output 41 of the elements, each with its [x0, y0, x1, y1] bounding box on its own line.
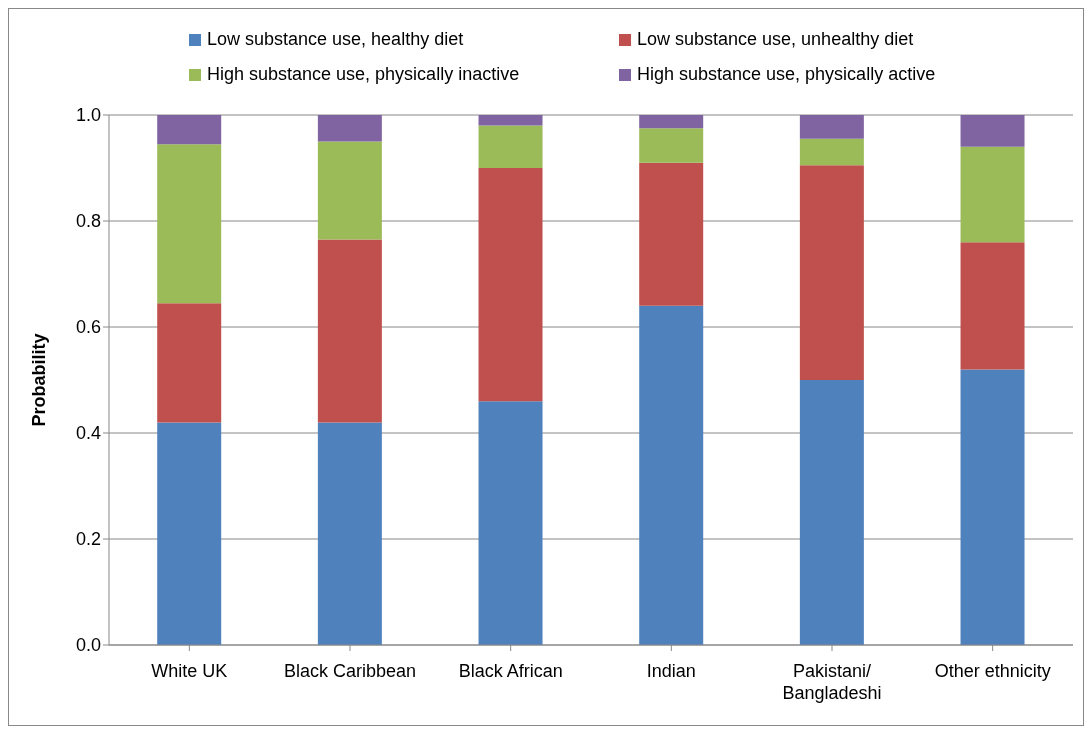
- y-tick-label: 0.0: [75, 635, 101, 656]
- bar: [960, 369, 1025, 645]
- x-tick-label: Black African: [458, 661, 563, 682]
- bar: [317, 422, 382, 645]
- bar: [639, 115, 704, 129]
- bar: [317, 239, 382, 423]
- bar: [639, 305, 704, 645]
- bar: [799, 138, 864, 166]
- y-tick-label: 0.2: [75, 529, 101, 550]
- bar: [478, 168, 543, 402]
- bar: [960, 242, 1025, 370]
- y-tick-label: 0.4: [75, 423, 101, 444]
- legend-label: Low substance use, unhealthy diet: [637, 29, 914, 50]
- y-axis-title: Probability: [29, 333, 50, 427]
- bar: [157, 422, 222, 645]
- legend-label: High substance use, physically inactive: [207, 64, 520, 85]
- bar: [478, 125, 543, 168]
- bar: [157, 115, 222, 145]
- y-tick-label: 0.6: [75, 317, 101, 338]
- legend-label: High substance use, physically active: [637, 64, 936, 85]
- bar: [317, 141, 382, 240]
- bar: [478, 401, 543, 645]
- bar: [799, 165, 864, 380]
- bar: [799, 380, 864, 645]
- bar: [157, 144, 222, 304]
- x-tick-label: Pakistani/ Bangladeshi: [782, 661, 882, 703]
- legend-label: Low substance use, healthy diet: [207, 29, 464, 50]
- bar: [960, 146, 1025, 243]
- x-tick-label: White UK: [151, 661, 228, 682]
- y-tick-label: 1.0: [75, 105, 101, 126]
- x-tick-label: Black Caribbean: [283, 661, 417, 682]
- bar: [639, 128, 704, 163]
- bar: [639, 162, 704, 306]
- y-tick-label: 0.8: [75, 211, 101, 232]
- bar: [960, 115, 1025, 147]
- x-tick-label: Indian: [646, 661, 696, 682]
- bar: [157, 303, 222, 423]
- bar: [478, 115, 543, 126]
- bar: [799, 115, 864, 139]
- x-tick-label: Other ethnicity: [934, 661, 1051, 682]
- bar: [317, 115, 382, 142]
